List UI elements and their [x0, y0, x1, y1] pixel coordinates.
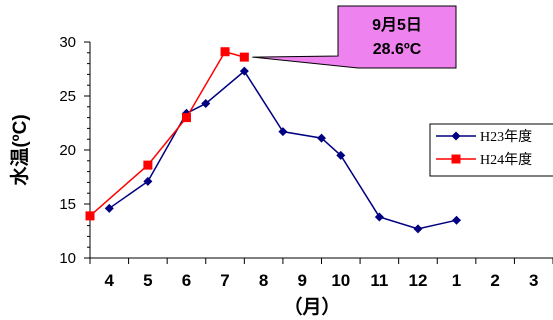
x-axis-label: （月）: [283, 295, 340, 318]
y-axis-label: 水温(ºC): [9, 114, 31, 185]
data-point: [452, 215, 462, 225]
x-tick-label: 1: [452, 271, 461, 290]
series-line: [89, 50, 245, 217]
x-tick-label: 3: [529, 271, 538, 290]
data-point: [104, 203, 114, 213]
legend-marker: [451, 154, 461, 164]
series-H23年度: [104, 66, 462, 234]
series-layer: [85, 47, 462, 234]
y-tick-label: 25: [59, 88, 76, 105]
data-point: [239, 66, 249, 76]
x-tick-label: 9: [297, 271, 306, 290]
x-tick-label: 5: [143, 271, 152, 290]
data-point: [278, 127, 288, 137]
x-tick-label: 10: [331, 271, 350, 290]
callout-text-line: 28.6ºC: [373, 41, 422, 58]
data-point: [413, 224, 423, 234]
x-tick-label: 6: [182, 271, 191, 290]
data-point: [143, 176, 153, 186]
data-point: [317, 133, 326, 143]
x-tick-label: 12: [408, 271, 427, 290]
x-tick-label: 11: [370, 271, 388, 290]
data-point: [143, 160, 153, 170]
y-tick-label: 10: [59, 250, 76, 267]
data-point: [85, 211, 95, 221]
callout-text-line: 9月5日: [372, 16, 422, 34]
data-point: [374, 212, 384, 222]
legend-marker: [451, 131, 461, 141]
series-line: [108, 70, 457, 230]
x-tick-label: 8: [259, 271, 268, 290]
y-tick-label: 30: [59, 34, 76, 51]
data-point: [201, 99, 211, 109]
annotation-callout: 9月5日 28.6ºC: [252, 5, 457, 69]
legend-label: H24年度: [480, 152, 532, 168]
series-H24年度: [85, 47, 249, 221]
data-point: [220, 47, 230, 57]
x-tick-label: 2: [490, 271, 499, 290]
data-point: [336, 150, 346, 160]
legend-box: [429, 123, 553, 177]
y-tick-label: 15: [59, 196, 76, 213]
y-tick-label: 20: [59, 142, 76, 159]
legend: H23年度 H24年度: [429, 123, 553, 177]
data-point: [239, 52, 249, 62]
x-tick-label: 7: [220, 271, 229, 290]
data-point: [181, 113, 191, 123]
x-tick-label: 4: [105, 271, 115, 290]
callout-box: [252, 5, 457, 69]
legend-label: H23年度: [480, 129, 532, 145]
